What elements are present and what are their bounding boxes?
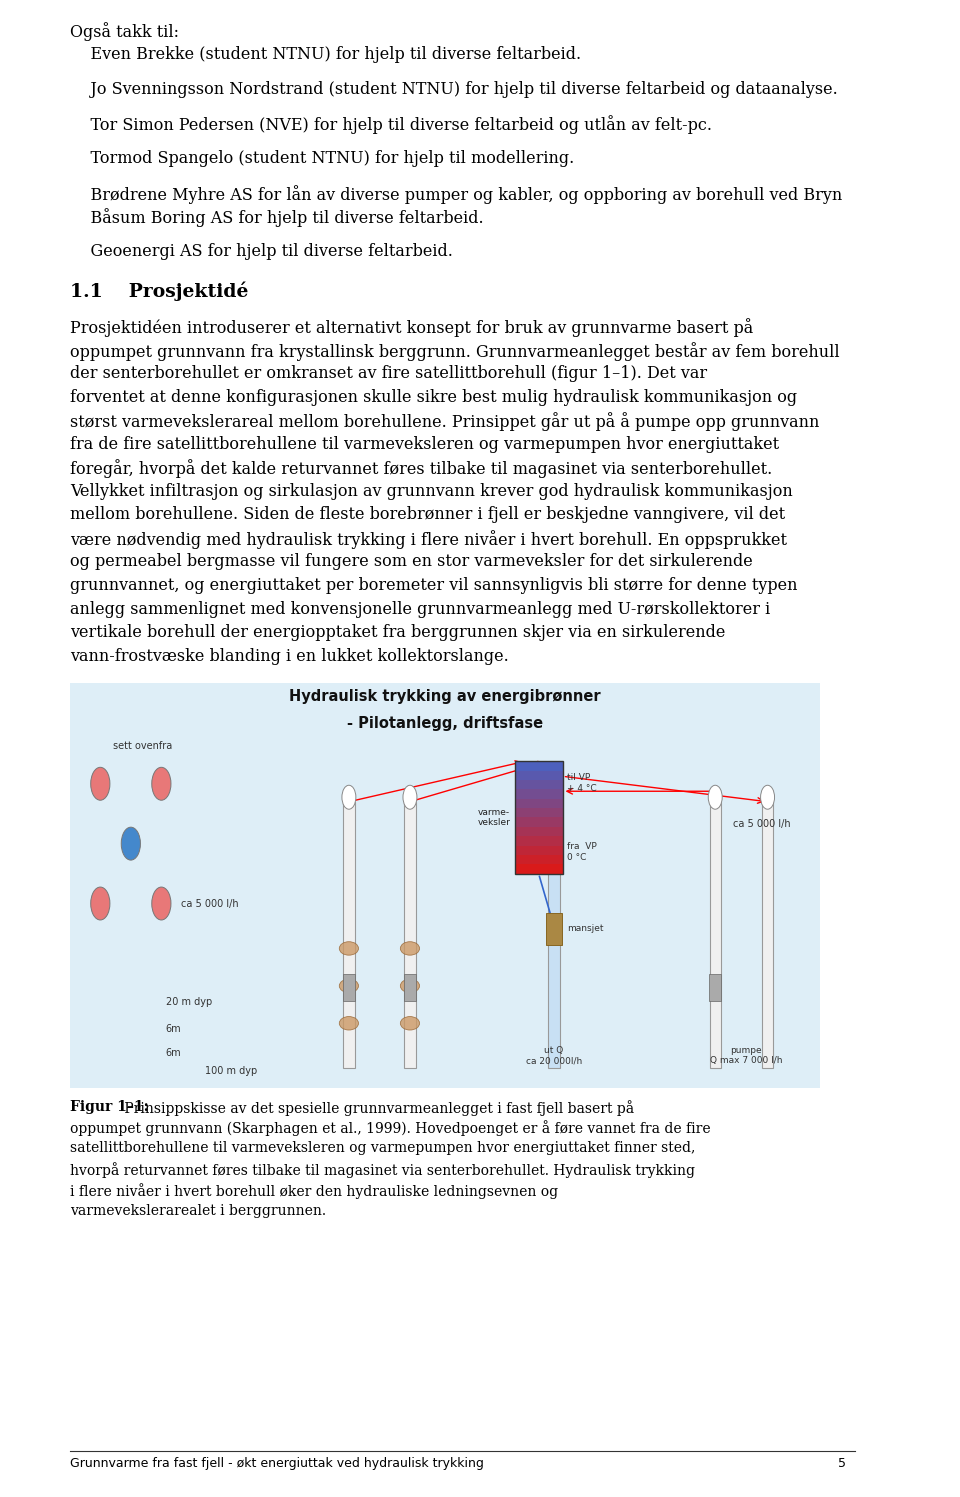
- Text: 20 m dyp: 20 m dyp: [166, 997, 212, 1007]
- Bar: [548, 772, 560, 1069]
- Text: oppumpet grunnvann (Skarphagen et al., 1999). Hovedpoenget er å føre vannet fra : oppumpet grunnvann (Skarphagen et al., 1…: [70, 1120, 710, 1136]
- Bar: [404, 802, 416, 1069]
- Text: Båsum Boring AS for hjelp til diverse feltarbeid.: Båsum Boring AS for hjelp til diverse fe…: [70, 208, 484, 228]
- Text: oppumpet grunnvann fra krystallinsk berggrunn. Grunnvarmeanlegget består av fem : oppumpet grunnvann fra krystallinsk berg…: [70, 341, 839, 361]
- Text: ut Q
ca 20 000l/h: ut Q ca 20 000l/h: [526, 1046, 582, 1066]
- Text: mellom borehullene. Siden de fleste borebrønner i fjell er beskjedne vanngivere,: mellom borehullene. Siden de fleste bore…: [70, 506, 785, 524]
- Text: størst varmevekslerareal mellom borehullene. Prinsippet går ut på å pumpe opp gr: størst varmevekslerareal mellom borehull…: [70, 412, 819, 431]
- Circle shape: [152, 888, 171, 921]
- Text: Prinsippskisse av det spesielle grunnvarmeanlegget i fast fjell basert på: Prinsippskisse av det spesielle grunnvar…: [120, 1100, 635, 1115]
- Text: Prosjektidéen introduserer et alternativt konsept for bruk av grunnvarme basert : Prosjektidéen introduserer et alternativ…: [70, 319, 753, 337]
- Circle shape: [708, 786, 722, 810]
- Text: foregår, hvorpå det kalde returvannet føres tilbake til magasinet via senterbore: foregår, hvorpå det kalde returvannet fø…: [70, 460, 772, 479]
- Ellipse shape: [339, 979, 358, 993]
- Text: Grunnvarme fra fast fjell - økt energiuttak ved hydraulisk trykking: Grunnvarme fra fast fjell - økt energiut…: [70, 1457, 484, 1470]
- Text: til VP
+ 4 °C: til VP + 4 °C: [567, 774, 596, 793]
- Bar: [762, 802, 773, 1069]
- Bar: [515, 799, 563, 808]
- Text: Vellykket infiltrasjon og sirkulasjon av grunnvann krever god hydraulisk kommuni: Vellykket infiltrasjon og sirkulasjon av…: [70, 484, 793, 500]
- Bar: [515, 762, 563, 771]
- Text: være nødvendig med hydraulisk trykking i flere nivåer i hvert borehull. En oppsp: være nødvendig med hydraulisk trykking i…: [70, 530, 787, 549]
- Bar: [515, 789, 563, 799]
- Text: Even Brekke (student NTNU) for hjelp til diverse feltarbeid.: Even Brekke (student NTNU) for hjelp til…: [70, 46, 581, 63]
- Circle shape: [90, 768, 109, 801]
- Bar: [515, 762, 563, 874]
- Ellipse shape: [400, 1016, 420, 1030]
- FancyBboxPatch shape: [70, 684, 820, 1088]
- Text: varme-
veksler: varme- veksler: [477, 808, 511, 828]
- Text: 6m: 6m: [166, 1048, 181, 1058]
- Bar: [515, 771, 563, 780]
- Text: fra de fire satellittborehullene til varmeveksleren og varmepumpen hvor energiut: fra de fire satellittborehullene til var…: [70, 436, 779, 454]
- Text: Også takk til:: Også takk til:: [70, 22, 179, 42]
- Text: Figur 1–1:: Figur 1–1:: [70, 1100, 149, 1114]
- Ellipse shape: [339, 942, 358, 955]
- Text: der senterborehullet er omkranset av fire satellittborehull (figur 1–1). Det var: der senterborehullet er omkranset av fir…: [70, 365, 707, 382]
- Text: forventet at denne konfigurasjonen skulle sikre best mulig hydraulisk kommunikas: forventet at denne konfigurasjonen skull…: [70, 389, 797, 406]
- Text: vertikale borehull der energiopptaket fra berggrunnen skjer via en sirkulerende: vertikale borehull der energiopptaket fr…: [70, 624, 725, 641]
- Bar: [515, 837, 563, 846]
- Circle shape: [152, 768, 171, 801]
- Ellipse shape: [339, 1016, 358, 1030]
- Bar: [546, 913, 562, 946]
- Bar: [709, 802, 721, 1069]
- Text: 5: 5: [838, 1457, 846, 1470]
- Circle shape: [342, 786, 356, 810]
- Bar: [515, 817, 563, 826]
- Text: i flere nivåer i hvert borehull øker den hydrauliske ledningsevnen og: i flere nivåer i hvert borehull øker den…: [70, 1183, 558, 1199]
- Bar: [343, 975, 355, 1001]
- Bar: [515, 826, 563, 837]
- Text: Jo Svenningsson Nordstrand (student NTNU) for hjelp til diverse feltarbeid og da: Jo Svenningsson Nordstrand (student NTNU…: [70, 81, 837, 97]
- Text: pumpe
Q max 7 000 l/h: pumpe Q max 7 000 l/h: [709, 1046, 782, 1066]
- Bar: [515, 855, 563, 864]
- Bar: [344, 802, 354, 1069]
- Text: fra  VP
0 °C: fra VP 0 °C: [567, 843, 597, 862]
- Text: ca 5 000 l/h: ca 5 000 l/h: [181, 898, 239, 909]
- Text: satellittborehullene til varmeveksleren og varmepumpen hvor energiuttaket finner: satellittborehullene til varmeveksleren …: [70, 1141, 695, 1156]
- Text: Brødrene Myhre AS for lån av diverse pumper og kabler, og oppboring av borehull : Brødrene Myhre AS for lån av diverse pum…: [70, 184, 842, 204]
- Ellipse shape: [400, 979, 420, 993]
- Text: grunnvannet, og energiuttaket per boremeter vil sannsynligvis bli større for den: grunnvannet, og energiuttaket per boreme…: [70, 576, 797, 594]
- Bar: [515, 846, 563, 855]
- Bar: [515, 864, 563, 874]
- Circle shape: [403, 786, 417, 810]
- Text: 100 m dyp: 100 m dyp: [205, 1066, 257, 1076]
- Ellipse shape: [400, 942, 420, 955]
- Bar: [404, 975, 416, 1001]
- Text: - Pilotanlegg, driftsfase: - Pilotanlegg, driftsfase: [347, 717, 543, 732]
- Bar: [515, 780, 563, 789]
- Text: Tor Simon Pedersen (NVE) for hjelp til diverse feltarbeid og utlån av felt-pc.: Tor Simon Pedersen (NVE) for hjelp til d…: [70, 115, 711, 135]
- Text: 6m: 6m: [166, 1024, 181, 1034]
- Text: Geoenergi AS for hjelp til diverse feltarbeid.: Geoenergi AS for hjelp til diverse felta…: [70, 243, 453, 260]
- Text: mansjet: mansjet: [567, 925, 604, 934]
- Text: anlegg sammenlignet med konvensjonelle grunnvarmeanlegg med U-rørskollektorer i: anlegg sammenlignet med konvensjonelle g…: [70, 600, 770, 618]
- Text: og permeabel bergmasse vil fungere som en stor varmeveksler for det sirkulerende: og permeabel bergmasse vil fungere som e…: [70, 554, 753, 570]
- Text: ca 5 000 l/h: ca 5 000 l/h: [732, 819, 790, 829]
- Text: vann-frostvæske blanding i en lukket kollektorslange.: vann-frostvæske blanding i en lukket kol…: [70, 648, 509, 665]
- Circle shape: [760, 786, 775, 810]
- Text: Tormod Spangelo (student NTNU) for hjelp til modellering.: Tormod Spangelo (student NTNU) for hjelp…: [70, 150, 574, 168]
- Text: varmevekslerarealet i berggrunnen.: varmevekslerarealet i berggrunnen.: [70, 1204, 325, 1217]
- Circle shape: [90, 888, 109, 921]
- Circle shape: [121, 828, 140, 861]
- Bar: [709, 975, 721, 1001]
- Text: hvorpå returvannet føres tilbake til magasinet via senterborehullet. Hydraulisk : hvorpå returvannet føres tilbake til mag…: [70, 1162, 695, 1178]
- Text: Hydraulisk trykking av energibrønner: Hydraulisk trykking av energibrønner: [289, 690, 601, 705]
- Bar: [515, 808, 563, 817]
- Text: 1.1    Prosjektidé: 1.1 Prosjektidé: [70, 281, 248, 301]
- Text: sett ovenfra: sett ovenfra: [113, 741, 173, 751]
